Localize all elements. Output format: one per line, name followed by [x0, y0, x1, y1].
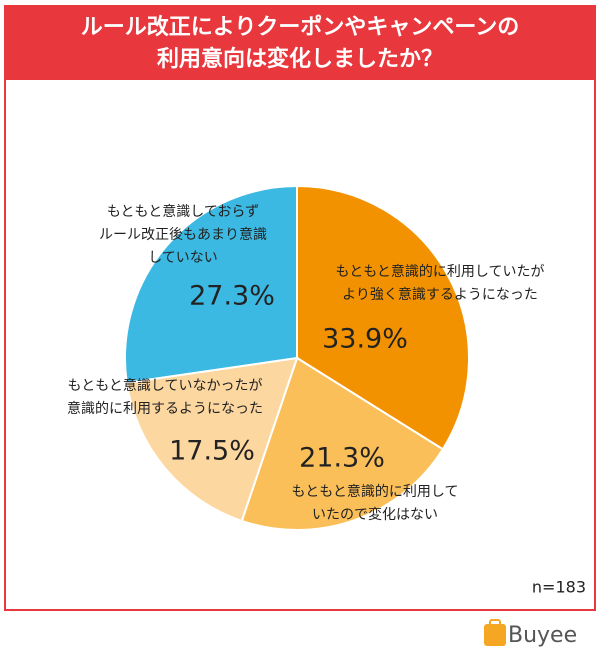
value-label: 33.9% — [322, 324, 408, 355]
slice-label: より強く意識するようになった — [342, 286, 538, 303]
pie-slice — [125, 356, 299, 523]
brand-icon — [489, 619, 501, 629]
value-label: 17.5% — [169, 436, 255, 467]
chart-title: 利用意向は変化しましたか？ — [157, 46, 443, 72]
brand-icon — [484, 624, 506, 646]
brand-logo: Buyee — [484, 619, 577, 648]
pie-slice — [124, 184, 298, 384]
title-banner — [5, 6, 595, 80]
sample-size: n=183 — [532, 578, 586, 597]
slice-label: 意識的に利用するようになった — [67, 400, 263, 417]
pie-slice — [240, 356, 445, 531]
brand-name: Buyee — [508, 623, 577, 648]
value-label: 21.3% — [299, 443, 385, 474]
pie-slice — [296, 184, 470, 451]
slice-label: もともと意識しておらず — [107, 203, 259, 220]
slice-label: いたので変化はない — [312, 506, 438, 523]
slice-label: していない — [148, 250, 218, 266]
slice-label: もともと意識的に利用していたが — [335, 263, 544, 280]
slice-label: ルール改正後もあまり意識 — [99, 226, 267, 243]
value-label: 27.3% — [189, 281, 275, 312]
chart-title: ルール改正によりクーポンやキャンペーンの — [81, 14, 519, 40]
slice-label: もともと意識的に利用して — [291, 483, 458, 500]
slice-label: もともと意識していなかったが — [67, 377, 262, 394]
